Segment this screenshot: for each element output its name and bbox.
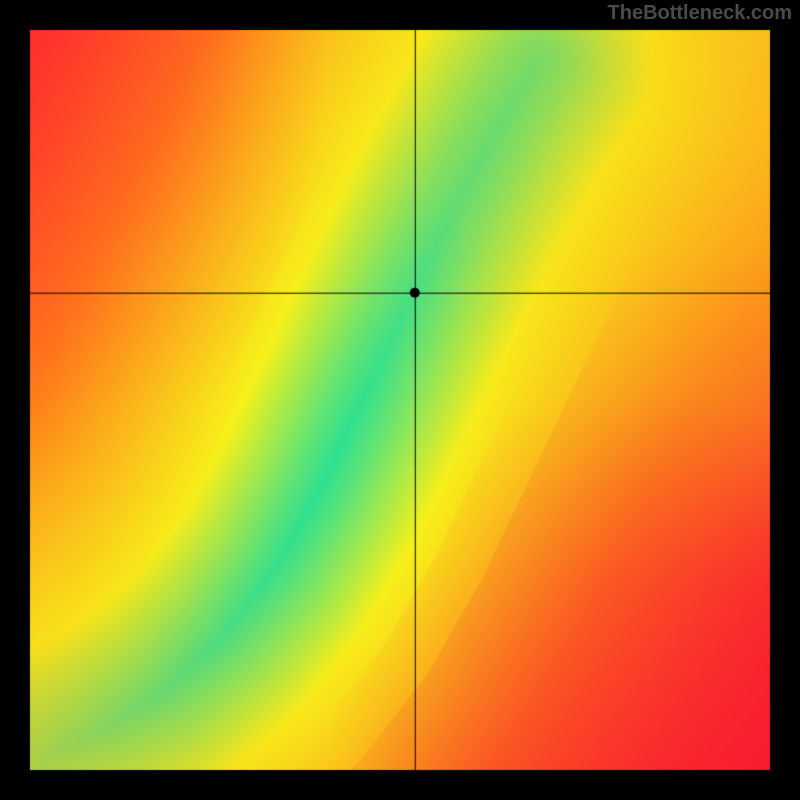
watermark-text: TheBottleneck.com: [608, 2, 792, 25]
chart-container: TheBottleneck.com: [0, 0, 800, 800]
bottleneck-heatmap: [0, 0, 800, 800]
